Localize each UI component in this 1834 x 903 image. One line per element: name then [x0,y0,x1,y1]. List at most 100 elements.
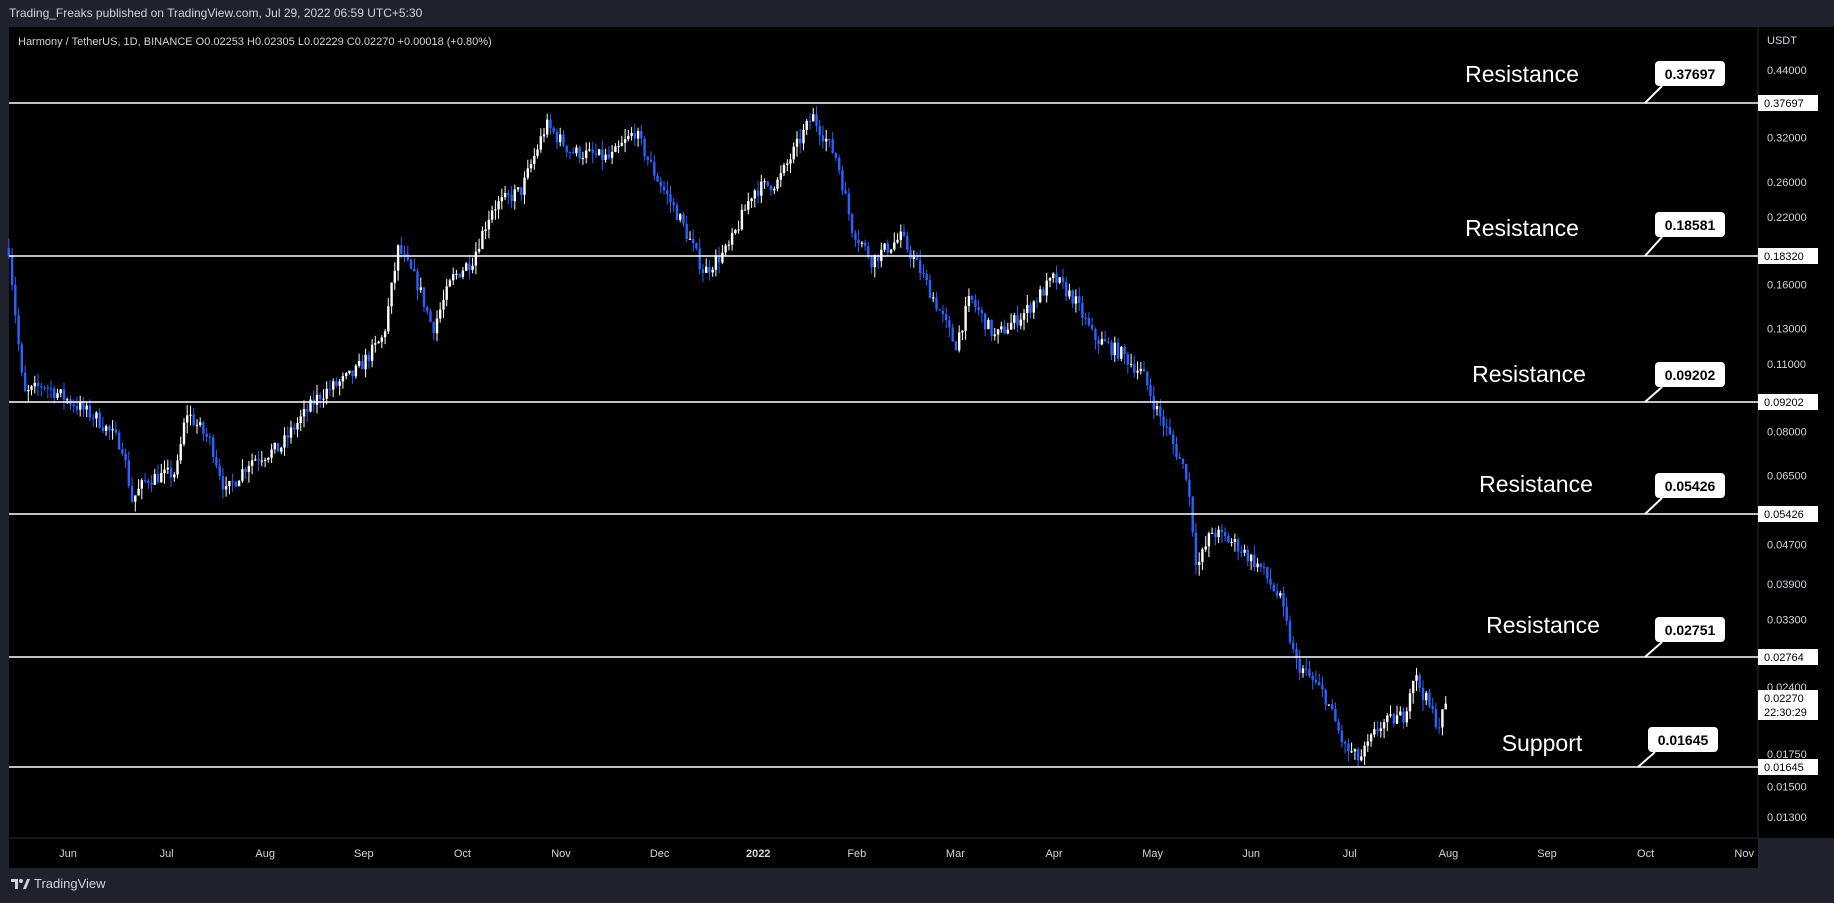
candle-body [513,189,516,202]
candle-body [299,416,302,423]
candle-body [559,134,562,143]
tradingview-brand[interactable]: TradingView [10,876,106,891]
level-resistance-4[interactable]: Resistance 0.05426 0.05426 [9,471,1818,522]
candle-body [56,393,59,398]
candle-body [14,284,17,316]
candle-body [847,193,851,215]
candle-body [1366,741,1369,746]
candle-body [542,134,546,137]
candle-body [919,259,922,274]
candle-body [328,388,332,390]
candle-body [309,399,312,412]
candle-body [698,248,701,270]
level-resistance-1[interactable]: Resistance 0.37697 0.37697 [9,61,1818,111]
candle-body [740,209,744,230]
candle-body [610,152,614,158]
y-tick-label: 0.22000 [1767,212,1807,224]
candle-body [1074,296,1078,304]
candle-body [101,427,105,431]
levels-layer: Resistance 0.37697 0.37697 Resistance 0.1858… [9,61,1818,775]
candle-body [23,372,27,392]
candle-body [802,130,805,144]
candle-body [332,381,335,390]
candle-body [341,376,345,382]
level-value: 0.02751 [1665,622,1716,638]
candle-body [1337,721,1340,731]
candle-body [815,114,818,126]
x-tick-label: Sep [1537,848,1557,860]
candle-body [497,201,500,210]
candle-body [1045,280,1048,296]
candle-body [111,429,114,431]
y-tick-label: 0.11000 [1767,359,1806,371]
candle-body [153,474,156,485]
candle-body [1343,742,1347,744]
candle-body [1003,326,1006,334]
level-support-6[interactable]: Support 0.01645 0.01645 [9,727,1818,775]
candle-body [640,131,643,139]
candle-body [734,230,737,233]
candle-body [134,495,137,502]
candle-body [163,469,166,474]
candle-body [1188,479,1191,497]
candle-body [533,155,536,165]
level-label: Resistance [1465,61,1579,87]
candle-body [173,474,176,478]
candle-body [669,194,672,203]
candle-body [477,249,481,252]
level-resistance-5[interactable]: Resistance 0.02751 0.02764 [9,612,1818,665]
candle-body [1058,277,1061,283]
candle-body [1207,533,1211,547]
candle-body [72,404,75,407]
candle-body [779,173,782,180]
candle-body [1172,434,1175,445]
candle-body [961,330,964,333]
y-tick-label: 0.16000 [1767,280,1807,292]
candle-body [27,389,30,392]
level-resistance-3[interactable]: Resistance 0.09202 0.09202 [9,361,1818,410]
candle-body [938,309,941,311]
plot-area[interactable] [9,27,1758,838]
level-pointer [1644,386,1663,403]
candle-body [79,402,82,410]
x-tick-label: Aug [255,848,275,860]
candle-body [727,244,731,246]
candle-body [169,467,173,478]
level-value: 0.37697 [1665,66,1716,82]
candle-body [302,409,306,417]
candle-body [286,435,289,438]
y-tick-label: 0.03300 [1767,614,1807,626]
candle-body [1243,549,1246,553]
candle-body [974,299,977,307]
candle-body [306,409,309,412]
candle-body [1201,549,1204,563]
candle-body [1142,369,1146,372]
candle-body [708,266,711,273]
candle-body [649,159,653,162]
candle-body [215,457,218,466]
x-tick-label: 2022 [746,848,770,860]
y-tick-label: 0.01750 [1767,749,1807,761]
candle-body [143,480,147,482]
candle-body [805,121,808,130]
candle-body [325,388,328,399]
level-axis-label: 0.02764 [1764,652,1804,664]
candle-body [1198,562,1201,566]
candle-body [863,242,867,246]
candle-body [958,332,961,351]
candle-body [471,265,474,270]
candle-body [701,269,705,273]
level-resistance-2[interactable]: Resistance 0.18581 0.18320 [9,212,1818,264]
candle-body [1107,341,1110,343]
candle-body [1087,318,1091,326]
candle-body [400,245,403,254]
candle-body [247,465,251,472]
candle-body [244,469,247,472]
candle-body [646,156,649,160]
candle-body [406,254,409,260]
time-axis[interactable] [9,838,1758,868]
footer-bar [0,868,1834,903]
candle-body [231,481,234,483]
candle-body [1369,734,1373,742]
